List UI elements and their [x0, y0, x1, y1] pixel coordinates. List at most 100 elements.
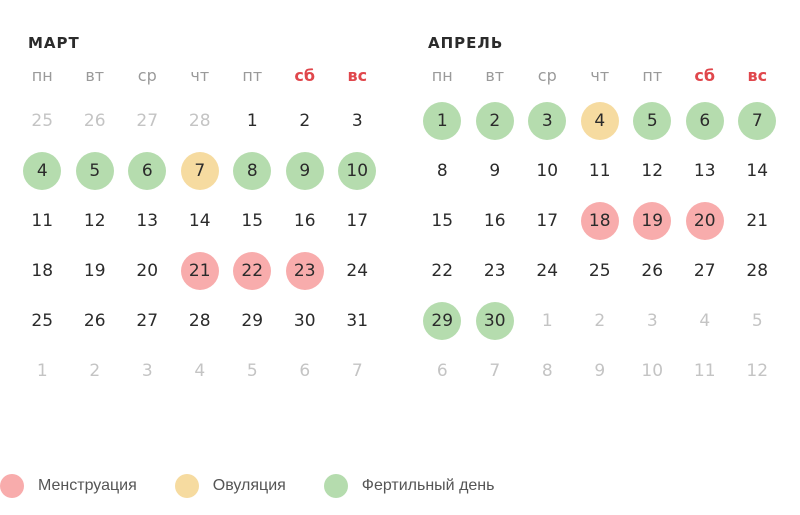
day[interactable]: 3	[351, 111, 363, 131]
day[interactable]: 26	[641, 261, 664, 281]
day-fertile[interactable]: 6	[685, 102, 724, 140]
day-cell[interactable]: 8	[416, 146, 469, 196]
day-cell[interactable]: 7	[174, 146, 227, 196]
day-cell[interactable]: 29	[416, 296, 469, 346]
day-cell[interactable]: 23	[279, 246, 332, 296]
day-cell[interactable]: 12	[731, 346, 784, 396]
day-cell[interactable]: 25	[16, 96, 69, 146]
day-fertile[interactable]: 2	[475, 102, 514, 140]
day-outside-month[interactable]: 4	[699, 311, 711, 331]
day-cell[interactable]: 27	[679, 246, 732, 296]
day-cell[interactable]: 19	[626, 196, 679, 246]
day-cell[interactable]: 28	[174, 296, 227, 346]
day-outside-month[interactable]: 26	[83, 111, 106, 131]
day-cell[interactable]: 6	[121, 146, 174, 196]
day[interactable]: 11	[588, 161, 611, 181]
day-cell[interactable]: 21	[174, 246, 227, 296]
day[interactable]: 13	[693, 161, 716, 181]
day-outside-month[interactable]: 8	[541, 361, 553, 381]
day-cell[interactable]: 13	[679, 146, 732, 196]
day-outside-month[interactable]: 10	[641, 361, 664, 381]
day-cell[interactable]: 14	[731, 146, 784, 196]
day[interactable]: 11	[31, 211, 54, 231]
day-cell[interactable]: 4	[574, 96, 627, 146]
day-cell[interactable]: 2	[574, 296, 627, 346]
day-cell[interactable]: 1	[521, 296, 574, 346]
day-cell[interactable]: 20	[679, 196, 732, 246]
day[interactable]: 15	[431, 211, 454, 231]
day-cell[interactable]: 15	[226, 196, 279, 246]
day-fertile[interactable]: 9	[285, 152, 324, 190]
day-cell[interactable]: 8	[521, 346, 574, 396]
day-cell[interactable]: 18	[574, 196, 627, 246]
day-cell[interactable]: 21	[731, 196, 784, 246]
day[interactable]: 8	[436, 161, 448, 181]
day[interactable]: 26	[83, 311, 106, 331]
day-outside-month[interactable]: 12	[746, 361, 769, 381]
day-menstruation[interactable]: 19	[633, 202, 672, 240]
day-cell[interactable]: 27	[121, 96, 174, 146]
day-menstruation[interactable]: 18	[580, 202, 619, 240]
day[interactable]: 28	[746, 261, 769, 281]
day-cell[interactable]: 17	[521, 196, 574, 246]
day-cell[interactable]: 6	[279, 346, 332, 396]
day-fertile[interactable]: 3	[528, 102, 567, 140]
day-cell[interactable]: 26	[69, 296, 122, 346]
day-outside-month[interactable]: 1	[36, 361, 48, 381]
day-cell[interactable]: 10	[626, 346, 679, 396]
day-cell[interactable]: 1	[226, 96, 279, 146]
day-fertile[interactable]: 6	[128, 152, 167, 190]
day-cell[interactable]: 25	[574, 246, 627, 296]
day[interactable]: 16	[293, 211, 316, 231]
day[interactable]: 10	[536, 161, 559, 181]
day-cell[interactable]: 3	[331, 96, 384, 146]
day-outside-month[interactable]: 2	[594, 311, 606, 331]
day-cell[interactable]: 12	[69, 196, 122, 246]
day-fertile[interactable]: 1	[423, 102, 462, 140]
day-cell[interactable]: 8	[226, 146, 279, 196]
day-cell[interactable]: 26	[626, 246, 679, 296]
day-cell[interactable]: 29	[226, 296, 279, 346]
day-cell[interactable]: 16	[469, 196, 522, 246]
day[interactable]: 27	[136, 311, 159, 331]
day-cell[interactable]: 3	[121, 346, 174, 396]
day-cell[interactable]: 17	[331, 196, 384, 246]
day-outside-month[interactable]: 11	[693, 361, 716, 381]
day-menstruation[interactable]: 21	[180, 252, 219, 290]
day-cell[interactable]: 25	[16, 296, 69, 346]
day-cell[interactable]: 4	[16, 146, 69, 196]
day-cell[interactable]: 2	[469, 96, 522, 146]
day-cell[interactable]: 22	[226, 246, 279, 296]
day-outside-month[interactable]: 28	[188, 111, 211, 131]
day-outside-month[interactable]: 5	[751, 311, 763, 331]
day-cell[interactable]: 5	[626, 96, 679, 146]
day[interactable]: 9	[489, 161, 501, 181]
day-cell[interactable]: 6	[679, 96, 732, 146]
day[interactable]: 14	[188, 211, 211, 231]
day-cell[interactable]: 11	[16, 196, 69, 246]
day[interactable]: 31	[346, 311, 369, 331]
day-fertile[interactable]: 7	[738, 102, 777, 140]
day-cell[interactable]: 12	[626, 146, 679, 196]
day[interactable]: 24	[536, 261, 559, 281]
day[interactable]: 23	[483, 261, 506, 281]
day-cell[interactable]: 4	[174, 346, 227, 396]
day-cell[interactable]: 27	[121, 296, 174, 346]
day[interactable]: 29	[241, 311, 264, 331]
day-cell[interactable]: 30	[469, 296, 522, 346]
day[interactable]: 21	[746, 211, 769, 231]
day[interactable]: 22	[431, 261, 454, 281]
day-cell[interactable]: 7	[331, 346, 384, 396]
day-fertile[interactable]: 10	[338, 152, 377, 190]
day[interactable]: 18	[31, 261, 54, 281]
day[interactable]: 28	[188, 311, 211, 331]
day-outside-month[interactable]: 27	[136, 111, 159, 131]
day-cell[interactable]: 10	[521, 146, 574, 196]
day-cell[interactable]: 2	[279, 96, 332, 146]
day-cell[interactable]: 10	[331, 146, 384, 196]
day-cell[interactable]: 24	[521, 246, 574, 296]
day-menstruation[interactable]: 20	[685, 202, 724, 240]
day-cell[interactable]: 13	[121, 196, 174, 246]
day[interactable]: 12	[83, 211, 106, 231]
day[interactable]: 17	[536, 211, 559, 231]
